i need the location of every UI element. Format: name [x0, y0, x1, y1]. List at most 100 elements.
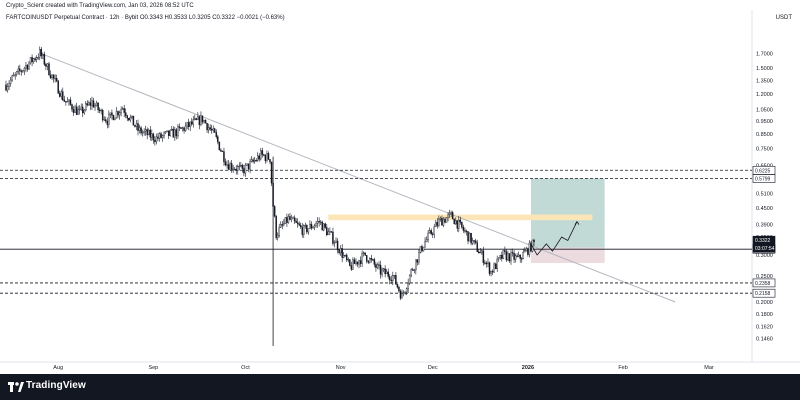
- candle-body: [309, 223, 311, 229]
- candle-body: [88, 102, 90, 106]
- price-chart[interactable]: 1.7000 1.5000 1.3500 1.2000 1.0500 0.9500 0.85…: [0, 0, 800, 374]
- candle-body: [57, 80, 59, 94]
- candle-body: [474, 240, 477, 243]
- candle-body: [315, 223, 317, 226]
- candle-body: [361, 253, 363, 264]
- candle-body: [433, 226, 435, 235]
- y-tick-label: 1.5000: [756, 66, 773, 72]
- candle-body: [135, 123, 138, 127]
- candle-body: [92, 100, 95, 108]
- candle-body: [313, 225, 316, 228]
- candle-body: [206, 122, 208, 131]
- candle-body: [401, 293, 403, 299]
- candle-body: [74, 106, 76, 113]
- candle-body: [31, 57, 33, 63]
- candle-body: [479, 251, 482, 254]
- candle-body: [134, 125, 136, 127]
- candle-body: [530, 242, 532, 252]
- candle-body: [453, 218, 455, 225]
- stop-zone: [530, 247, 605, 263]
- candle-body: [94, 105, 96, 108]
- candle-body: [283, 223, 285, 226]
- candle-body: [447, 214, 449, 218]
- candle-body: [5, 84, 7, 91]
- y-tick-label: 0.8500: [756, 132, 773, 138]
- candle-body: [485, 262, 488, 265]
- countdown-tag: 03:07:54: [755, 246, 775, 252]
- candle-body: [253, 160, 256, 162]
- candle-body: [220, 149, 222, 152]
- candle-body: [367, 260, 369, 263]
- candle-body: [152, 133, 155, 141]
- candle-body: [197, 116, 199, 120]
- candle-body: [478, 251, 480, 254]
- candle-body: [68, 99, 70, 102]
- candle-body: [381, 269, 383, 275]
- candle-body: [140, 127, 142, 134]
- y-tick-label: 0.1460: [756, 337, 773, 343]
- candle-body: [499, 255, 502, 258]
- candle-body: [470, 232, 472, 244]
- candle-body: [111, 112, 113, 116]
- candle-body: [280, 224, 282, 228]
- candle-body: [246, 163, 248, 166]
- countdown-tag-bg: [752, 243, 776, 253]
- candle-body: [175, 129, 178, 137]
- currency-label: USDT: [775, 15, 792, 21]
- candle-body: [121, 108, 124, 110]
- candle-body: [422, 246, 425, 252]
- candle-body: [167, 130, 170, 136]
- candle-body: [289, 216, 291, 220]
- candle-body: [249, 161, 251, 170]
- candle-body: [324, 223, 327, 228]
- x-tick-label: Mar: [704, 365, 714, 371]
- candle-body: [511, 252, 514, 254]
- candle-body: [451, 212, 454, 220]
- candle-body: [323, 223, 325, 231]
- candle-body: [217, 136, 219, 143]
- candle-body: [493, 263, 495, 273]
- candle-body: [269, 159, 271, 163]
- candle-body: [69, 99, 72, 105]
- candle-body: [332, 231, 334, 244]
- candle-body: [123, 108, 125, 113]
- candle-body: [415, 259, 417, 271]
- level-price-tag-bg: [752, 278, 776, 288]
- candle-body: [118, 112, 121, 116]
- candle-body: [376, 264, 379, 268]
- candle-body: [364, 252, 366, 256]
- candle-body: [389, 276, 391, 281]
- candle-body: [186, 122, 188, 127]
- candle-body: [399, 290, 402, 299]
- candle-body: [237, 166, 239, 171]
- candle-body: [55, 78, 58, 82]
- candle-body: [45, 64, 47, 67]
- level-price-tag: 0.2358: [755, 281, 771, 287]
- candle-body: [482, 250, 485, 263]
- credit-text: Crypto_Scient created with TradingView.c…: [6, 3, 194, 9]
- y-tick-label: 1.7000: [756, 52, 773, 58]
- candle-body: [103, 119, 105, 121]
- candle-body: [418, 252, 420, 263]
- candle-body: [278, 227, 280, 236]
- candle-body: [419, 246, 422, 253]
- candle-body: [461, 221, 463, 228]
- candle-body: [287, 216, 290, 223]
- candle-body: [261, 150, 264, 155]
- candle-body: [424, 241, 426, 248]
- candle-body: [510, 252, 512, 262]
- candle-body: [20, 70, 23, 72]
- candle-body: [128, 118, 130, 121]
- candle-body: [456, 220, 459, 229]
- candle-body: [105, 119, 107, 122]
- candle-body: [442, 219, 445, 226]
- candle-body: [505, 251, 508, 261]
- y-tick-label: 0.4500: [756, 206, 773, 212]
- candle-body: [413, 269, 416, 271]
- candle-body: [215, 132, 218, 137]
- candle-body: [226, 164, 228, 166]
- candle-body: [227, 164, 230, 170]
- candle-body: [80, 106, 82, 110]
- candle-body: [438, 218, 440, 226]
- candle-body: [201, 115, 204, 123]
